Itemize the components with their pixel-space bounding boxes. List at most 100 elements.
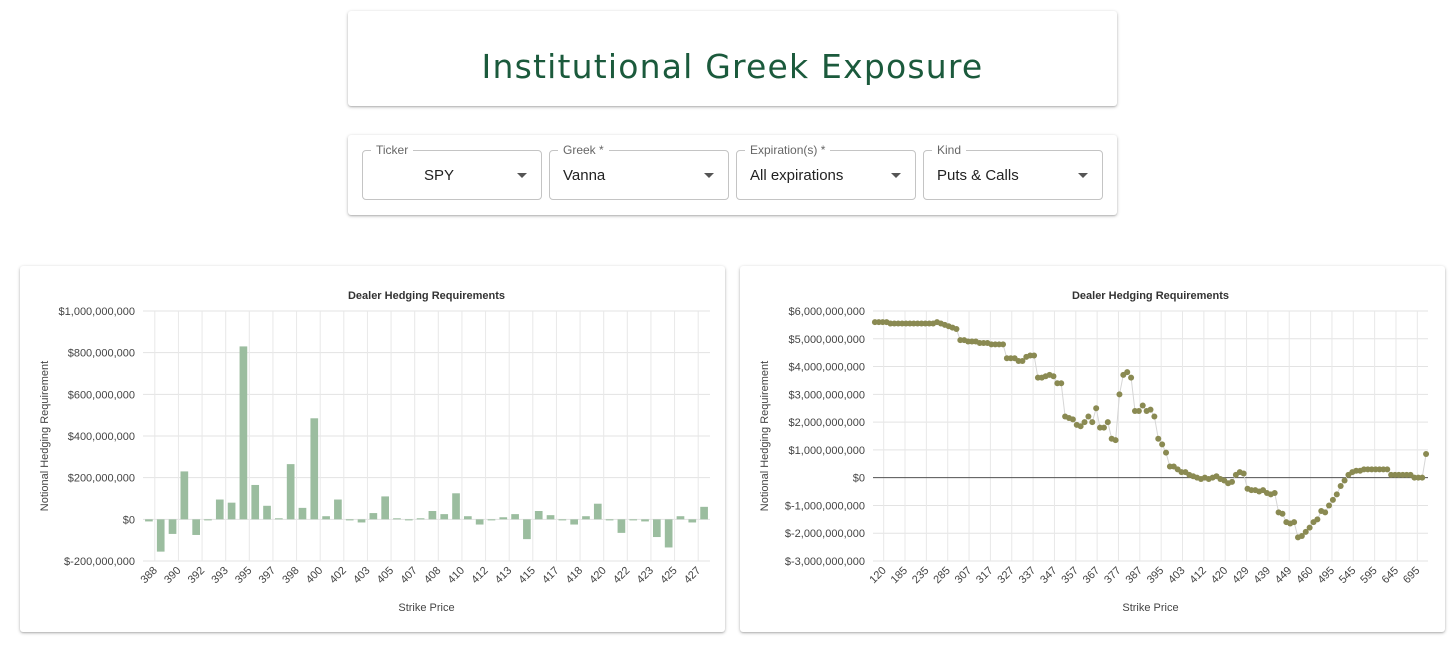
data-point — [1019, 358, 1026, 364]
data-point — [1139, 402, 1146, 409]
bar — [475, 519, 484, 525]
x-tick-label: 403 — [1166, 565, 1187, 586]
scatter-chart: Dealer Hedging Requirements $6,000,000,00… — [759, 290, 1430, 614]
x-tick-label: 393 — [209, 565, 230, 586]
x-tick-label: 397 — [257, 565, 278, 586]
data-point — [1326, 502, 1333, 509]
bar — [275, 518, 283, 520]
data-point — [1155, 435, 1162, 442]
bar — [617, 519, 626, 533]
bar — [251, 484, 260, 520]
data-point — [1100, 424, 1107, 431]
bar — [404, 519, 413, 521]
bar — [558, 519, 567, 521]
data-point — [1050, 373, 1057, 380]
ticker-label: Ticker — [371, 143, 414, 157]
chart-title: Dealer Hedging Requirements — [348, 290, 505, 302]
x-tick-label: 415 — [516, 565, 537, 586]
bar — [593, 503, 602, 520]
x-tick-label: 398 — [280, 565, 301, 586]
bar — [357, 519, 366, 523]
x-tick-label: 285 — [931, 565, 952, 586]
page-title: Institutional Greek Exposure — [481, 47, 984, 86]
y-tick-label: $0 — [123, 514, 135, 526]
data-point — [1159, 441, 1166, 448]
y-tick-label: $400,000,000 — [68, 431, 135, 443]
data-point — [1314, 516, 1321, 523]
bar — [428, 511, 437, 520]
bar — [322, 516, 330, 520]
x-tick-label: 395 — [1145, 565, 1166, 586]
data-point — [1419, 474, 1426, 481]
x-tick-label: 307 — [953, 565, 974, 586]
x-tick-label: 390 — [162, 565, 183, 586]
bar — [416, 518, 425, 520]
data-point — [1058, 380, 1065, 387]
x-tick-label: 402 — [327, 565, 348, 586]
x-tick-label: 185 — [889, 565, 910, 586]
data-point — [953, 326, 960, 333]
y-tick-label: $0 — [853, 473, 865, 485]
data-point — [1337, 483, 1344, 489]
x-tick-label: 420 — [587, 565, 608, 586]
data-point — [1333, 491, 1340, 498]
y-tick-label: $5,000,000,000 — [789, 334, 865, 346]
data-point — [1151, 413, 1158, 420]
x-tick-label: 327 — [995, 565, 1016, 586]
kind-select[interactable]: Kind Puts & Calls — [923, 143, 1103, 200]
x-tick-label: 545 — [1337, 565, 1358, 586]
data-point — [1093, 405, 1100, 412]
bar — [511, 514, 519, 520]
expirations-select[interactable]: Expiration(s) * All expirations — [736, 143, 916, 200]
x-tick-label: 400 — [304, 565, 325, 586]
bar — [345, 519, 354, 521]
bar — [286, 464, 295, 520]
data-point — [1031, 352, 1038, 359]
data-point — [1077, 423, 1084, 430]
kind-value: Puts & Calls — [937, 167, 1019, 184]
y-tick-label: $600,000,000 — [68, 389, 135, 401]
greek-select[interactable]: Greek * Vanna — [549, 143, 729, 200]
x-tick-label: 377 — [1102, 565, 1123, 586]
data-point — [1229, 478, 1236, 485]
x-tick-label: 495 — [1316, 565, 1337, 586]
x-tick-label: 357 — [1059, 565, 1080, 586]
bar — [310, 418, 319, 520]
bar — [298, 507, 307, 520]
chevron-down-icon — [1078, 173, 1088, 178]
y-tick-label: $1,000,000,000 — [789, 445, 865, 457]
x-tick-label: 407 — [398, 565, 419, 586]
data-point — [1298, 533, 1305, 539]
x-tick-label: 425 — [658, 565, 679, 586]
bar — [664, 519, 673, 548]
bar — [700, 506, 708, 520]
chevron-down-icon — [704, 173, 714, 178]
bar — [204, 519, 212, 521]
data-point — [1240, 470, 1247, 477]
x-tick-label: 429 — [1230, 565, 1251, 586]
x-tick-label: 367 — [1081, 565, 1102, 586]
x-tick-label: 403 — [351, 565, 372, 586]
bar-chart-card: Dealer Hedging Requirements $1,000,000,00… — [20, 266, 725, 632]
x-tick-label: 410 — [446, 565, 467, 586]
bar — [688, 519, 697, 523]
scatter-chart-card: Dealer Hedging Requirements $6,000,000,00… — [740, 266, 1445, 632]
greek-value: Vanna — [563, 167, 606, 184]
bar — [168, 519, 177, 534]
x-tick-label: 388 — [138, 565, 159, 586]
x-tick-label: 420 — [1209, 565, 1230, 586]
data-point — [1302, 528, 1309, 535]
ticker-select[interactable]: Ticker SPY — [362, 143, 542, 200]
x-tick-label: 595 — [1358, 565, 1379, 586]
bar — [534, 511, 543, 520]
bar — [653, 519, 661, 538]
bar — [381, 496, 389, 520]
y-tick-label: $6,000,000,000 — [789, 306, 865, 318]
x-tick-label: 405 — [375, 565, 396, 586]
bar — [499, 517, 508, 520]
y-axis-label: Notional Hedging Requirement — [759, 361, 771, 511]
bar — [546, 515, 555, 520]
x-tick-label: 408 — [422, 565, 443, 586]
y-tick-label: $-2,000,000,000 — [785, 528, 865, 540]
x-tick-label: 439 — [1252, 565, 1273, 586]
